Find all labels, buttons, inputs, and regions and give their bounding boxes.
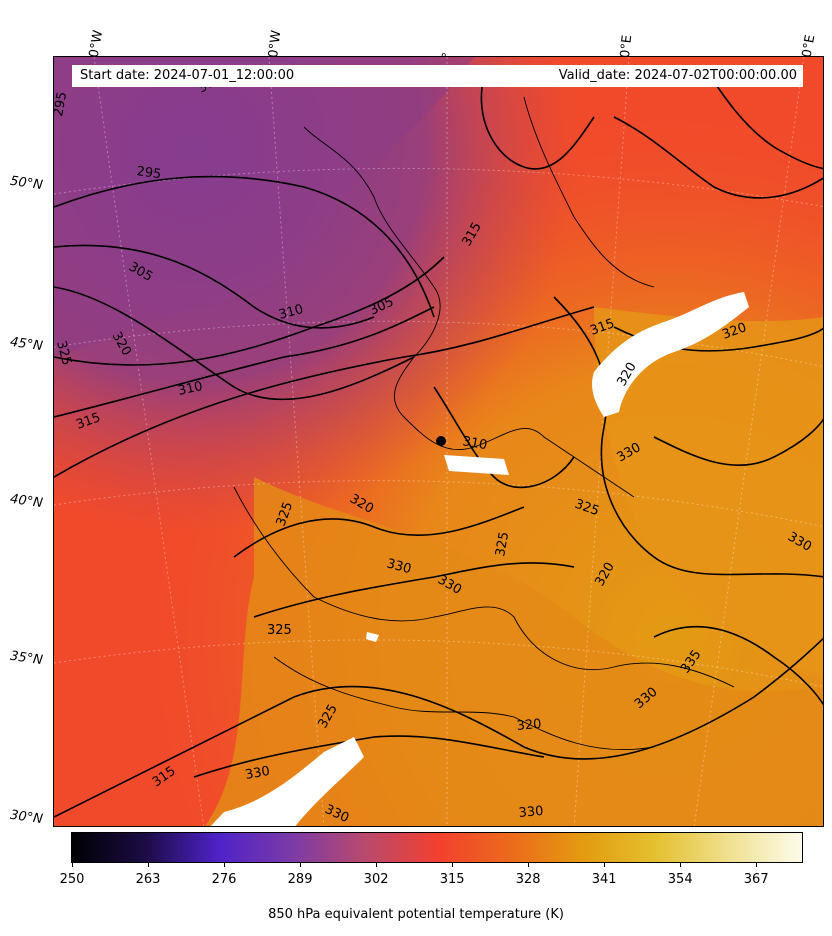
valid-date-text: Valid_date: 2024-07-02T00:00:00.00 xyxy=(558,68,797,83)
latitude-label-50n: 50°N xyxy=(9,173,44,194)
date-info-box: Start date: 2024-07-01_12:00:00 Valid_da… xyxy=(72,65,803,87)
latitude-label-30n: 30°N xyxy=(9,807,44,828)
closed-low-marker xyxy=(436,436,446,446)
contour-label: 325 xyxy=(54,339,74,367)
colorbar-tick-mark xyxy=(72,863,73,867)
colorbar-tick-label: 341 xyxy=(591,872,617,887)
colorbar-tick-mark xyxy=(148,863,150,867)
colorbar-tick-mark xyxy=(756,863,758,867)
contour-label: 320 xyxy=(516,717,542,734)
theta-e-field: 295 295 300 305 305 310 310 310 315 315 … xyxy=(54,57,823,826)
latitude-label-45n: 45°N xyxy=(9,334,44,355)
colorbar-tick-label: 302 xyxy=(363,872,389,887)
colorbar-tick-label: 367 xyxy=(743,872,769,887)
contour-label: 295 xyxy=(54,91,70,118)
start-date-text: Start date: 2024-07-01_12:00:00 xyxy=(80,68,295,83)
colorbar-tick-mark xyxy=(604,863,606,867)
latitude-label-35n: 35°N xyxy=(9,648,44,669)
contour-label: 330 xyxy=(385,556,413,577)
map-panel: 295 295 300 305 305 310 310 310 315 315 … xyxy=(53,56,824,827)
colorbar-tick-label: 276 xyxy=(211,872,237,887)
colorbar-tick-mark xyxy=(224,863,226,867)
contour-label: 310 xyxy=(461,434,488,453)
contour-label: 310 xyxy=(177,379,204,399)
purple-airmass xyxy=(54,57,474,357)
colorbar-tick-label: 315 xyxy=(439,872,465,887)
colorbar-label: 850 hPa equivalent potential temperature… xyxy=(268,907,564,922)
colorbar-tick-label: 354 xyxy=(667,872,693,887)
colorbar-tick-mark xyxy=(680,863,682,867)
colorbar-tick-label: 328 xyxy=(515,872,541,887)
colorbar-tick-mark xyxy=(300,863,302,867)
colorbar xyxy=(71,832,803,863)
colorbar-tick-label: 289 xyxy=(287,872,313,887)
colorbar-tick-mark xyxy=(528,863,530,867)
contour-lines xyxy=(54,66,823,818)
contour-label: 325 xyxy=(493,531,512,558)
contour-label: 310 xyxy=(277,302,305,323)
contour-label: 325 xyxy=(267,623,292,638)
colorbar-tick-mark xyxy=(452,863,454,867)
contour-label: 330 xyxy=(518,804,544,821)
missing-data-patches xyxy=(210,292,749,826)
contour-label: 295 xyxy=(135,164,162,182)
colorbar-tick-label: 263 xyxy=(135,872,161,887)
contour-label: 330 xyxy=(244,764,271,783)
colorbar-tick-mark xyxy=(376,863,378,867)
colorbar-tick-label: 250 xyxy=(59,872,85,887)
coastlines xyxy=(233,96,735,751)
orange-airmass-east xyxy=(594,307,823,677)
latitude-label-40n: 40°N xyxy=(9,491,44,512)
